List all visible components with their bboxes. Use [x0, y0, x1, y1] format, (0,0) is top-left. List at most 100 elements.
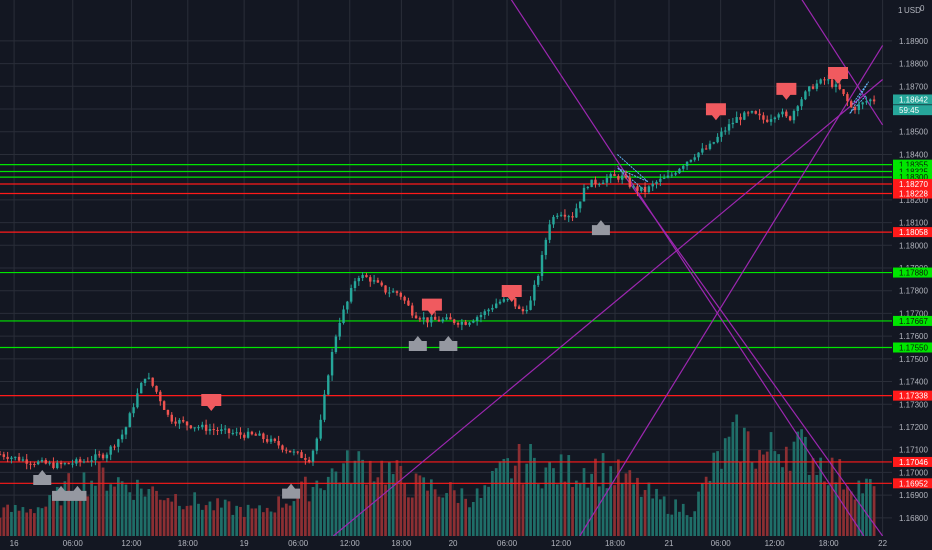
level-price-label: 1.17550	[899, 343, 928, 352]
candle-body	[269, 438, 273, 442]
trend-line	[510, 0, 865, 537]
candle-body	[533, 284, 536, 301]
candle-body	[82, 461, 86, 463]
volume-bar	[788, 470, 792, 536]
volume-bar	[97, 461, 101, 536]
volume-bar	[414, 473, 418, 536]
candle-body	[140, 382, 143, 394]
time-tick-label: 06:00	[63, 539, 84, 548]
volume-bar	[601, 453, 605, 536]
volume-bar	[422, 477, 426, 536]
candle-body	[704, 148, 708, 150]
volume-bar	[368, 460, 372, 536]
candle-body	[281, 445, 284, 450]
volume-bar	[815, 474, 819, 536]
volume-bar	[849, 491, 853, 536]
volume-bar	[166, 497, 170, 536]
level-price-badge	[893, 166, 932, 177]
time-tick-label: 18:00	[605, 539, 626, 548]
candle-body	[746, 112, 750, 114]
candle-body	[766, 119, 769, 122]
price-tick-label: 1.17400	[899, 378, 928, 387]
price-tick-label: 1.17600	[899, 332, 928, 341]
candle-body	[849, 101, 853, 108]
level-price-label: 1.17880	[899, 269, 928, 278]
candle-body	[197, 427, 200, 429]
volume-bar	[662, 496, 666, 536]
candle-body	[182, 420, 185, 422]
volume-bar	[311, 487, 315, 536]
volume-bar	[735, 414, 739, 536]
level-price-badge	[893, 478, 932, 489]
time-axis-background	[0, 536, 892, 550]
volume-bar	[620, 482, 624, 536]
volume-bar	[819, 457, 823, 536]
candle-body	[361, 275, 364, 279]
volume-bar	[82, 472, 86, 536]
volume-bar	[834, 482, 838, 536]
candle-body	[613, 174, 616, 177]
candle-body	[433, 316, 437, 320]
volume-bar	[155, 490, 158, 536]
price-tick-label: 1.17100	[899, 446, 928, 455]
candle-body	[834, 84, 838, 87]
candle-body	[250, 431, 254, 435]
candle-body	[842, 89, 845, 95]
candle-body	[517, 306, 521, 309]
candle-body	[59, 462, 63, 465]
candle-body	[743, 112, 746, 120]
candle-body	[441, 319, 444, 322]
volume-bar	[765, 451, 769, 536]
candle-body	[819, 79, 822, 84]
volume-bar	[231, 514, 235, 536]
level-price-label: 1.16952	[899, 479, 928, 488]
buy-signal-marker	[408, 335, 427, 351]
volume-bar	[128, 492, 132, 536]
volume-bar	[853, 499, 857, 536]
candle-body	[556, 215, 559, 217]
volume-bar	[773, 451, 777, 536]
candle-body	[227, 428, 231, 434]
volume-bar	[639, 496, 643, 536]
candle-body	[498, 301, 502, 304]
candle-body	[307, 459, 311, 462]
time-axis[interactable]: 16 06:00 12:00 18:00 19 06:00 12:00 18:00 20 06:0…	[0, 536, 892, 550]
volume-bar	[525, 463, 529, 536]
volume-bar	[823, 481, 826, 536]
volume-bar	[300, 481, 303, 536]
volume-bar	[483, 485, 487, 536]
scale-zero: 0	[920, 4, 925, 13]
price-axis[interactable]: USD 1 0 1.16800 1.16900 1.17000 1.17100 1.17…	[892, 0, 932, 550]
candle-body	[109, 446, 112, 455]
volume-bar	[666, 513, 670, 536]
volume-bar	[353, 460, 357, 536]
candle-body	[514, 298, 517, 307]
candle-body	[75, 459, 78, 464]
volume-bar	[178, 505, 181, 536]
current-price-label: 1.18642	[899, 95, 928, 104]
volume-bar	[712, 452, 716, 536]
volume-bar	[521, 484, 525, 536]
volume-bar	[212, 510, 216, 536]
price-tick-label: 1.17300	[899, 400, 928, 409]
candle-body	[246, 431, 250, 438]
level-price-label: 1.17338	[899, 392, 928, 401]
candle-body	[598, 184, 601, 186]
candle-body	[330, 351, 334, 376]
candle-body	[296, 451, 299, 453]
price-tick-label: 1.17700	[899, 309, 928, 318]
candle-body	[338, 323, 341, 337]
price-tick-label: 1.17800	[899, 287, 928, 296]
candle-body	[17, 456, 21, 461]
volume-bar	[536, 484, 540, 536]
candle-body	[349, 288, 353, 302]
volume-bar	[185, 505, 189, 536]
trend-lines	[332, 0, 884, 537]
candle-body	[277, 440, 280, 446]
volume-bar	[246, 504, 250, 536]
volume-bar	[273, 512, 277, 536]
volume-bar	[693, 511, 697, 536]
candle-body	[815, 83, 819, 89]
volume-bar	[25, 512, 29, 536]
